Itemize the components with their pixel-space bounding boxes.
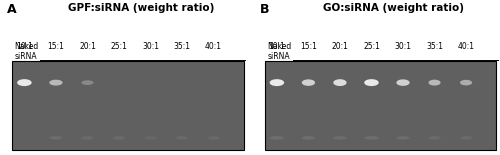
Text: 10:1: 10:1 <box>16 42 33 51</box>
Text: 20:1: 20:1 <box>332 42 348 51</box>
Text: 25:1: 25:1 <box>363 42 380 51</box>
Text: 35:1: 35:1 <box>174 42 190 51</box>
Ellipse shape <box>334 136 346 140</box>
Ellipse shape <box>270 79 284 86</box>
Ellipse shape <box>302 136 315 140</box>
Ellipse shape <box>364 136 379 140</box>
Text: 20:1: 20:1 <box>79 42 96 51</box>
Ellipse shape <box>334 79 346 86</box>
FancyBboxPatch shape <box>12 61 244 150</box>
Text: Naked
siRNA: Naked siRNA <box>267 42 291 61</box>
Ellipse shape <box>270 136 284 140</box>
Text: 15:1: 15:1 <box>300 42 317 51</box>
Text: 30:1: 30:1 <box>142 42 159 51</box>
Text: GO:siRNA (weight ratio): GO:siRNA (weight ratio) <box>323 3 464 13</box>
Ellipse shape <box>460 136 472 140</box>
Ellipse shape <box>82 136 94 140</box>
Text: B: B <box>260 3 270 16</box>
Ellipse shape <box>428 136 440 140</box>
Text: 40:1: 40:1 <box>205 42 222 51</box>
Text: 25:1: 25:1 <box>110 42 128 51</box>
Ellipse shape <box>176 136 188 140</box>
Ellipse shape <box>364 79 379 86</box>
FancyBboxPatch shape <box>265 61 496 150</box>
Ellipse shape <box>208 136 220 140</box>
Ellipse shape <box>50 80 62 86</box>
Text: 35:1: 35:1 <box>426 42 443 51</box>
Text: 40:1: 40:1 <box>458 42 474 51</box>
Text: 10:1: 10:1 <box>268 42 285 51</box>
Ellipse shape <box>50 136 62 140</box>
Ellipse shape <box>396 136 409 140</box>
Ellipse shape <box>428 80 440 86</box>
Text: Naked
siRNA: Naked siRNA <box>14 42 39 61</box>
Ellipse shape <box>17 79 32 86</box>
Text: 30:1: 30:1 <box>394 42 411 51</box>
Ellipse shape <box>460 80 472 85</box>
Ellipse shape <box>113 136 125 140</box>
Text: GPF:siRNA (weight ratio): GPF:siRNA (weight ratio) <box>68 3 214 13</box>
Ellipse shape <box>82 80 94 85</box>
Text: 15:1: 15:1 <box>48 42 64 51</box>
Ellipse shape <box>144 136 156 140</box>
Ellipse shape <box>302 79 315 86</box>
Text: A: A <box>8 3 17 16</box>
Ellipse shape <box>396 79 409 86</box>
